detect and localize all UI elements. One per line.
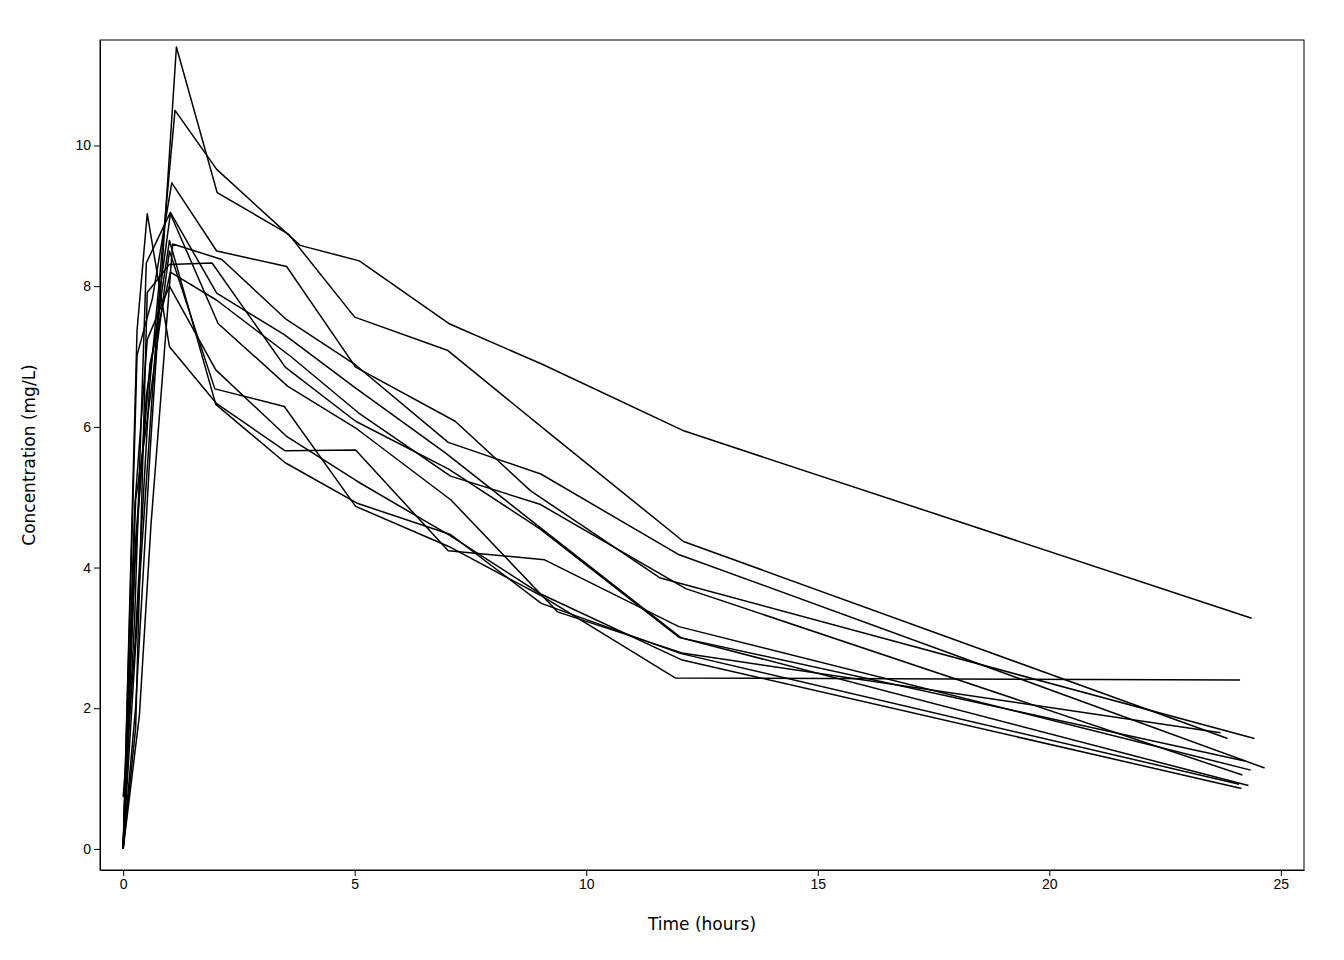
series-line [123,240,1239,848]
series-line [123,214,1251,849]
y-tick-mark [94,286,100,287]
x-tick: 0 [120,870,128,892]
y-tick-mark [94,427,100,428]
x-tick: 5 [351,870,359,892]
plot-area: 0 5 10 15 20 25 0 2 4 6 8 10 [75,40,1304,892]
plot-frame [100,40,1304,870]
y-tick-label: 4 [83,560,91,576]
y-axis: 0 2 4 6 8 10 [75,41,100,871]
y-tick-label: 6 [83,419,91,435]
y-tick-mark [94,146,100,147]
y-tick-mark [94,568,100,569]
y-tick: 2 [83,700,100,716]
series-line [123,110,1252,797]
series-line [123,286,1241,849]
x-tick-label: 5 [351,876,359,892]
x-axis: 0 5 10 15 20 25 [101,870,1305,892]
y-axis-line [100,41,101,871]
y-tick-label: 2 [83,700,91,716]
y-tick: 10 [75,137,100,153]
x-axis-line [101,870,1305,871]
x-tick-label: 10 [579,876,595,892]
x-tick: 20 [1042,870,1058,892]
y-axis-title: Concentration (mg/L) [19,364,39,545]
chart: 0 5 10 15 20 25 0 2 4 6 8 10 Time (hours) Concentrati… [0,0,1344,960]
series-line [123,263,1248,849]
series-line [123,183,1254,849]
y-tick-label: 10 [75,137,91,153]
x-tick-label: 0 [120,876,128,892]
series-line [123,212,1245,849]
x-axis-title: Time (hours) [647,914,756,934]
x-tick: 25 [1274,870,1290,892]
y-tick-label: 8 [83,278,91,294]
series-line [123,244,1264,849]
y-tick: 8 [83,278,100,294]
x-tick: 15 [810,870,826,892]
x-tick-label: 20 [1042,876,1058,892]
series-line [123,251,1240,849]
y-tick-mark [94,849,100,850]
x-tick-label: 25 [1274,876,1290,892]
series-line [123,272,1242,849]
series-line [123,214,1220,849]
x-tick-label: 15 [810,876,826,892]
y-tick-mark [94,708,100,709]
y-tick: 0 [83,841,100,857]
y-tick: 6 [83,419,100,435]
series-line [123,47,1227,849]
y-tick-label: 0 [83,841,91,857]
lines [123,47,1264,849]
x-tick: 10 [579,870,595,892]
y-tick: 4 [83,560,100,576]
